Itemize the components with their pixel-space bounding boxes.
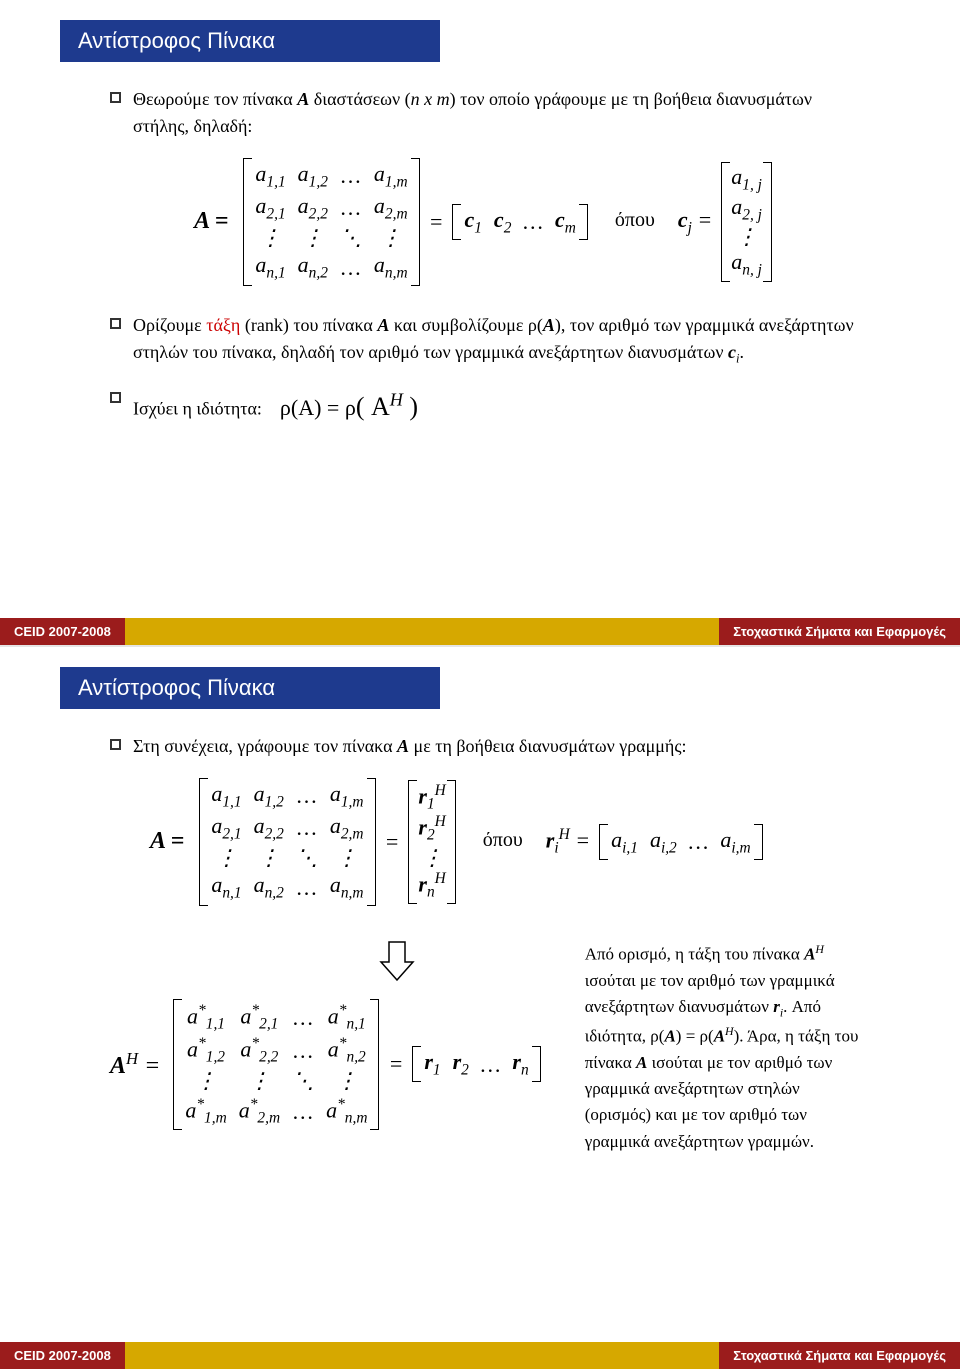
lhs: A = — [194, 208, 228, 235]
cj-lhs: cj = — [678, 207, 712, 237]
bullet-text: Στη συνέχεια, γράφουμε τον πίνακα A με τ… — [133, 733, 860, 760]
slide-title: Αντίστροφος Πίνακα — [60, 20, 440, 62]
col-cj: a1, j a2, j ⋮ an, j — [721, 162, 772, 282]
slide-content: Στη συνέχεια, γράφουμε τον πίνακα A με τ… — [0, 733, 960, 1155]
slide-content: Θεωρούμε τον πίνακα A διαστάσεων (n x m)… — [0, 86, 960, 426]
row-r: r1 r2 … rn — [412, 1046, 540, 1082]
opou: όπου — [483, 829, 523, 851]
bullet-text: Θεωρούμε τον πίνακα A διαστάσεων (n x m)… — [133, 86, 860, 140]
lhs: A = — [150, 828, 184, 855]
slide-footer: CEID 2007-2008 Στοχαστικά Σήματα και Εφα… — [0, 1342, 960, 1369]
text: διαστάσεων ( — [309, 89, 410, 109]
equals: = — [388, 1051, 403, 1077]
bullet-text: Ορίζουμε τάξη (rank) του πίνακα A και συ… — [133, 312, 860, 368]
note-box: Από ορισμό, η τάξη του πίνακα AH ισούται… — [575, 940, 860, 1156]
matrix-symbol: A — [297, 89, 309, 109]
footer-mid — [125, 1342, 719, 1369]
equals: = — [385, 829, 400, 855]
row-ri: ai,1 ai,2 … ai,m — [599, 824, 762, 860]
footer-right: Στοχαστικά Σήματα και Εφαρμογές — [719, 1342, 960, 1369]
row-c: c1 c2 … cm — [452, 204, 587, 240]
slide-title: Αντίστροφος Πίνακα — [60, 667, 440, 709]
bullet-identity: Ισχύει η ιδιότητα: ρ(A) = ρ( AH ) — [110, 386, 860, 426]
bullet-icon — [110, 92, 121, 103]
rank-red: τάξη — [206, 315, 240, 335]
slide-2: Αντίστροφος Πίνακα Στη συνέχεια, γράφουμ… — [0, 647, 960, 1369]
matrix-A: a1,1a1,2…a1,m a2,1a2,2…a2,m ⋮⋮⋱⋮ an,1an,… — [243, 158, 419, 286]
bullet-rank: Ορίζουμε τάξη (rank) του πίνακα A και συ… — [110, 312, 860, 368]
bullet-row-decomp: Στη συνέχεια, γράφουμε τον πίνακα A με τ… — [110, 733, 860, 760]
bullet-icon — [110, 392, 121, 403]
bullet-text: Ισχύει η ιδιότητα: ρ(A) = ρ( AH ) — [133, 386, 860, 426]
bullet-icon — [110, 318, 121, 329]
col-r: r1H r2H ⋮ rnH — [408, 780, 455, 904]
lhs: AH = — [110, 1049, 160, 1080]
equation-column-decomp: A = a1,1a1,2…a1,m a2,1a2,2…a2,m ⋮⋮⋱⋮ an,… — [110, 158, 860, 286]
dim: n x m — [411, 89, 450, 109]
equation-row-decomp: A = a1,1a1,2…a1,m a2,1a2,2…a2,m ⋮⋮⋱⋮ an,… — [110, 778, 860, 906]
opou: όπου — [615, 209, 655, 231]
slide-1: Αντίστροφος Πίνακα Θεωρούμε τον πίνακα A… — [0, 0, 960, 645]
footer-right: Στοχαστικά Σήματα και Εφαρμογές — [719, 618, 960, 645]
footer-mid — [125, 618, 719, 645]
equation-AH: AH = a*1,1 a*2,1 … a*n,1 a*1,2 a*2 — [110, 999, 545, 1131]
footer-left: CEID 2007-2008 — [0, 1342, 125, 1369]
down-arrow-icon — [250, 940, 545, 987]
slide-footer: CEID 2007-2008 Στοχαστικά Σήματα και Εφα… — [0, 618, 960, 645]
equals: = — [429, 209, 444, 235]
text: Θεωρούμε τον πίνακα — [133, 89, 297, 109]
bullet-icon — [110, 739, 121, 750]
footer-left: CEID 2007-2008 — [0, 618, 125, 645]
ri-lhs: riH = — [546, 826, 590, 858]
bullet-intro: Θεωρούμε τον πίνακα A διαστάσεων (n x m)… — [110, 86, 860, 140]
matrix-AH: a*1,1 a*2,1 … a*n,1 a*1,2 a*2,2 … a*n,2 — [173, 999, 379, 1131]
matrix-A: a1,1a1,2…a1,m a2,1a2,2…a2,m ⋮⋮⋱⋮ an,1an,… — [199, 778, 375, 906]
